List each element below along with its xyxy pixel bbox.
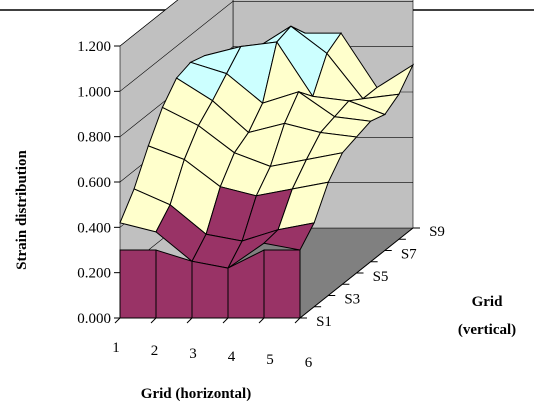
depth-tick-label: S7 <box>401 247 417 263</box>
x-tick-label: 3 <box>189 346 197 362</box>
x-tick-label: 6 <box>305 355 313 371</box>
surface-front-face <box>155 249 193 319</box>
y-tick-label: 1.200 <box>77 39 111 55</box>
gridline <box>119 46 413 137</box>
y-tick-label: 0.200 <box>77 266 111 282</box>
depth-tick-label: S9 <box>429 224 445 240</box>
x-tick <box>294 317 301 324</box>
x-tick <box>258 317 265 324</box>
x-tick-label: 5 <box>266 352 274 368</box>
x-tick <box>114 317 121 324</box>
y-tick-label: 0.800 <box>77 130 111 146</box>
y-tick-label: 0.600 <box>77 175 111 191</box>
x-tick <box>222 317 229 324</box>
surface-front-face <box>191 260 229 319</box>
x-tick-label: 2 <box>151 343 159 359</box>
chart-labels: Strain distribution Grid (horizontal) Gr… <box>14 150 516 402</box>
surface-plot <box>119 25 415 319</box>
surface-front-face <box>263 249 301 319</box>
surface-cell <box>262 222 316 251</box>
x-tick <box>186 317 193 324</box>
x-axis-title: Grid (horizontal) <box>141 386 251 402</box>
y-axis-title: Strain distribution <box>14 150 30 270</box>
x-tick-label: 1 <box>112 340 120 356</box>
depth-tick-label: S3 <box>344 292 360 308</box>
depth-tick-label: S1 <box>316 314 332 330</box>
chart-axes: 0.000 0.200 0.400 0.600 0.800 1.000 1.200 1 2 3 4 5… <box>77 39 445 371</box>
gridline <box>119 0 413 92</box>
depth-axis-title-line2: (vertical) <box>458 322 516 338</box>
depth-tick-label: S5 <box>373 269 389 285</box>
gridline <box>119 0 179 47</box>
x-tick-label: 4 <box>228 349 236 365</box>
y-tick-label: 0.000 <box>77 311 111 327</box>
x-tick <box>150 317 157 324</box>
y-tick-label: 0.400 <box>77 220 111 236</box>
depth-axis-title-line1: Grid <box>472 294 503 310</box>
y-tick-label: 1.000 <box>77 84 111 100</box>
surface-front-face <box>119 249 157 319</box>
